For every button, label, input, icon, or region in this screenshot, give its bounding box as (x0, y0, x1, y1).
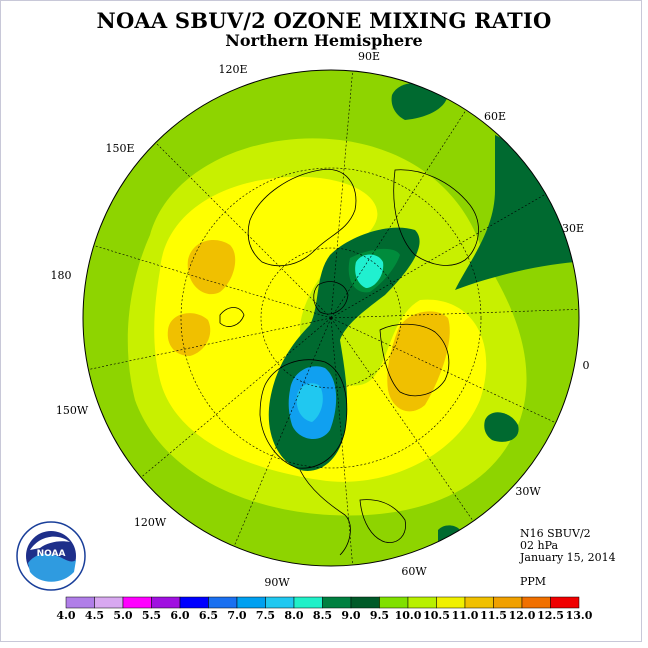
longitude-label: 120E (218, 63, 247, 76)
page-subtitle: Northern Hemisphere (225, 31, 423, 50)
colorbar-swatch (236, 596, 266, 609)
colorbar-swatch (436, 596, 466, 609)
level-label: 02 hPa (520, 539, 559, 552)
colorbar-tick-label: 6.0 (170, 609, 189, 622)
meridian-line (330, 317, 556, 424)
instrument-label: N16 SBUV/2 (520, 527, 591, 540)
colorbar-tick-label: 5.0 (113, 609, 132, 622)
ozone-field (83, 70, 579, 566)
colorbar-tick-label: 4.5 (85, 609, 104, 622)
colorbar-tick-label: 9.0 (341, 609, 360, 622)
field-cyan-core-2 (296, 383, 323, 422)
date-label: January 15, 2014 (520, 551, 616, 564)
colorbar-tick-label: 8.0 (284, 609, 303, 622)
colorbar-swatch (521, 596, 551, 609)
field-orange-patch-1 (187, 240, 236, 295)
colorbar-swatch (265, 596, 295, 609)
longitude-label: 180 (51, 269, 72, 282)
meridian-lines (88, 70, 579, 566)
colorbar-swatch (208, 596, 238, 609)
meridian-line (330, 109, 467, 319)
colorbar-swatch (407, 596, 437, 609)
colorbar-tick-label: 10.0 (395, 609, 422, 622)
colorbar-tick-label: 8.5 (313, 609, 332, 622)
colorbar-tick-label: 9.5 (370, 609, 389, 622)
page-title: NOAA SBUV/2 OZONE MIXING RATIO (96, 8, 552, 33)
meridian-line (88, 317, 332, 370)
logo-text: NOAA (37, 549, 66, 559)
meridian-line (93, 245, 332, 319)
colorbar-tick-label: 13.0 (566, 609, 593, 622)
longitude-label: 0 (583, 359, 590, 372)
colorbar-swatch (464, 596, 494, 609)
coastlines (219, 168, 479, 556)
colorbar-swatch (322, 596, 352, 609)
units-label: PPM (520, 575, 547, 588)
colorbar-swatch (379, 596, 409, 609)
longitude-label: 120W (134, 516, 167, 529)
meridian-line (330, 193, 546, 319)
longitude-labels: 90E 120E 60E 150E 30E 180 0 150W 30W 120W 60W 90W (51, 50, 590, 589)
longitude-label: 150W (56, 404, 89, 417)
meridian-line (330, 309, 579, 319)
field-dark-patch-e (455, 135, 575, 290)
field-orange-patch-3 (387, 311, 450, 412)
colorbar-tick-label: 7.5 (256, 609, 275, 622)
latitude-circle-70 (260, 247, 402, 389)
meridian-line (330, 70, 353, 319)
colorbar-swatch (151, 596, 181, 609)
field-cyan-core-1 (355, 254, 384, 288)
colorbar-tick-label: 12.5 (537, 609, 564, 622)
meridian-line (155, 142, 332, 319)
longitude-label: 60E (484, 110, 506, 123)
colorbar-tick-label: 5.5 (142, 609, 161, 622)
colorbar-tick-label: 7.0 (227, 609, 246, 622)
longitude-label: 150E (105, 142, 134, 155)
colorbar-tick-label: 6.5 (199, 609, 218, 622)
colorbar-tick-label: 11.5 (480, 609, 507, 622)
longitude-label: 30E (562, 222, 584, 235)
meridian-line (233, 317, 332, 547)
colorbar-swatch (94, 596, 124, 609)
field-dark-patch-se (484, 412, 519, 442)
field-orange-patch-2 (167, 313, 211, 356)
longitude-label: 90E (358, 50, 380, 63)
colorbar-tick-label: 4.0 (56, 609, 75, 622)
colorbar-swatch (493, 596, 523, 609)
colorbar-swatch (350, 596, 380, 609)
longitude-label: 90W (264, 576, 290, 589)
meridian-line (140, 317, 332, 478)
colorbar-swatch (293, 596, 323, 609)
colorbar-swatch (122, 596, 152, 609)
meridian-line (330, 317, 474, 522)
colorbar-tick-label: 11.0 (452, 609, 479, 622)
longitude-label: 60W (401, 565, 427, 578)
longitude-label: 30W (515, 485, 541, 498)
noaa-logo: NOAA (16, 521, 86, 591)
colorbar-swatch (550, 596, 580, 609)
colorbar-tick-label: 10.5 (423, 609, 450, 622)
colorbar-tick-label: 12.0 (509, 609, 536, 622)
colorbar-swatch (179, 596, 209, 609)
colorbar-swatch (65, 596, 95, 609)
latitude-circle-40 (180, 167, 482, 469)
map-rim (82, 69, 580, 567)
